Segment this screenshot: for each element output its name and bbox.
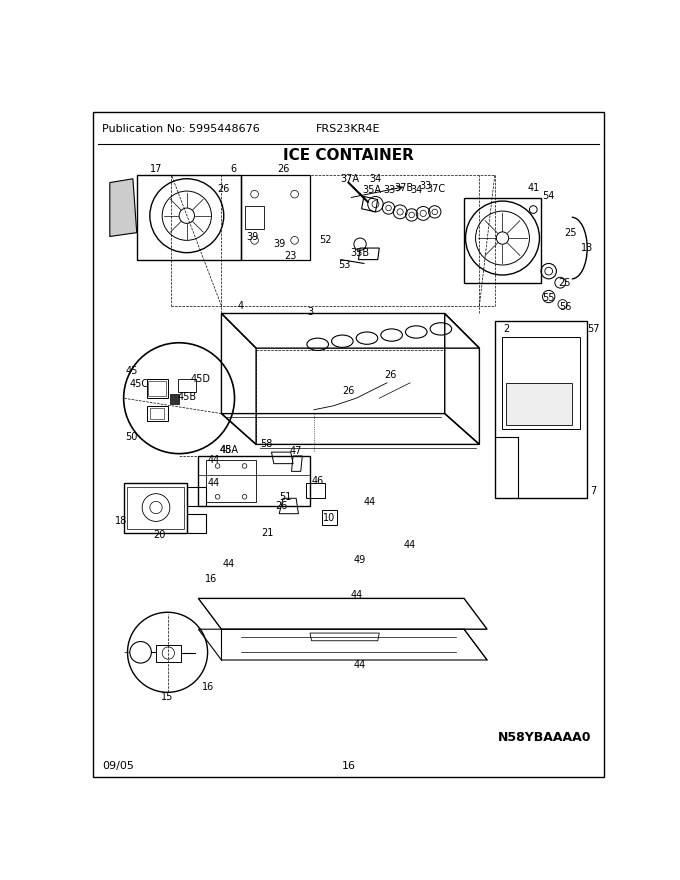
Polygon shape [109, 179, 137, 237]
Text: 51: 51 [279, 492, 292, 502]
Text: 37C: 37C [426, 184, 445, 194]
Text: 20: 20 [154, 531, 166, 540]
Text: N58YBAAAA0: N58YBAAAA0 [498, 730, 591, 744]
Text: 47: 47 [290, 445, 303, 456]
Polygon shape [507, 383, 572, 425]
Text: 17: 17 [150, 164, 163, 173]
Text: 16: 16 [202, 682, 214, 692]
Text: 10: 10 [323, 512, 335, 523]
Text: 3: 3 [307, 307, 313, 317]
Text: 44: 44 [223, 559, 235, 568]
Text: 37A: 37A [341, 173, 360, 184]
Text: 33: 33 [420, 181, 432, 192]
Text: 56: 56 [560, 303, 572, 312]
Text: 41: 41 [527, 183, 539, 193]
Text: 23: 23 [284, 251, 297, 260]
Text: 25: 25 [558, 278, 571, 288]
Text: 26: 26 [275, 501, 288, 511]
Text: 44: 44 [207, 478, 220, 488]
Text: 13: 13 [581, 243, 594, 253]
Text: 09/05: 09/05 [102, 761, 134, 771]
Text: 37B: 37B [394, 183, 413, 193]
Text: 18: 18 [115, 517, 127, 526]
Text: 46: 46 [311, 475, 324, 486]
Text: 55: 55 [543, 293, 555, 303]
Text: 45D: 45D [190, 374, 211, 384]
Text: 35A: 35A [362, 186, 381, 195]
Text: 45A: 45A [220, 444, 239, 455]
Text: 45B: 45B [177, 392, 197, 401]
Text: 7: 7 [590, 486, 596, 495]
Text: 39: 39 [273, 239, 286, 249]
Text: 16: 16 [341, 761, 356, 771]
Text: 45C: 45C [129, 379, 149, 389]
Text: 21: 21 [262, 528, 274, 538]
Text: 48: 48 [219, 444, 231, 455]
Text: 6: 6 [230, 164, 236, 173]
Text: FRS23KR4E: FRS23KR4E [316, 124, 381, 134]
Text: 34: 34 [369, 173, 381, 184]
Text: 44: 44 [350, 590, 362, 599]
Text: 54: 54 [543, 192, 555, 202]
Text: Publication No: 5995448676: Publication No: 5995448676 [102, 124, 260, 134]
Text: 26: 26 [218, 184, 230, 194]
Text: 16: 16 [205, 574, 218, 584]
Text: 44: 44 [404, 539, 416, 549]
Text: 25: 25 [564, 228, 577, 238]
Bar [170, 394, 179, 404]
Text: 58: 58 [260, 439, 272, 450]
Text: 44: 44 [207, 455, 220, 465]
Text: 44: 44 [354, 660, 366, 671]
Text: 35B: 35B [350, 248, 370, 259]
Text: 33: 33 [384, 186, 396, 195]
Text: 49: 49 [354, 555, 366, 565]
Text: 39: 39 [246, 231, 258, 241]
Text: 15: 15 [161, 692, 173, 702]
Text: 52: 52 [319, 235, 332, 246]
Text: 44: 44 [364, 497, 376, 507]
Text: 2: 2 [503, 324, 509, 334]
Text: 53: 53 [339, 260, 351, 270]
Text: 26: 26 [385, 370, 397, 380]
Text: 26: 26 [342, 385, 355, 395]
Text: 4: 4 [237, 301, 243, 311]
Text: 50: 50 [125, 432, 137, 442]
Text: 45: 45 [125, 366, 137, 377]
Text: ICE CONTAINER: ICE CONTAINER [283, 148, 414, 163]
Text: 57: 57 [587, 324, 600, 334]
Text: 34: 34 [410, 186, 422, 195]
Text: 26: 26 [277, 164, 289, 173]
